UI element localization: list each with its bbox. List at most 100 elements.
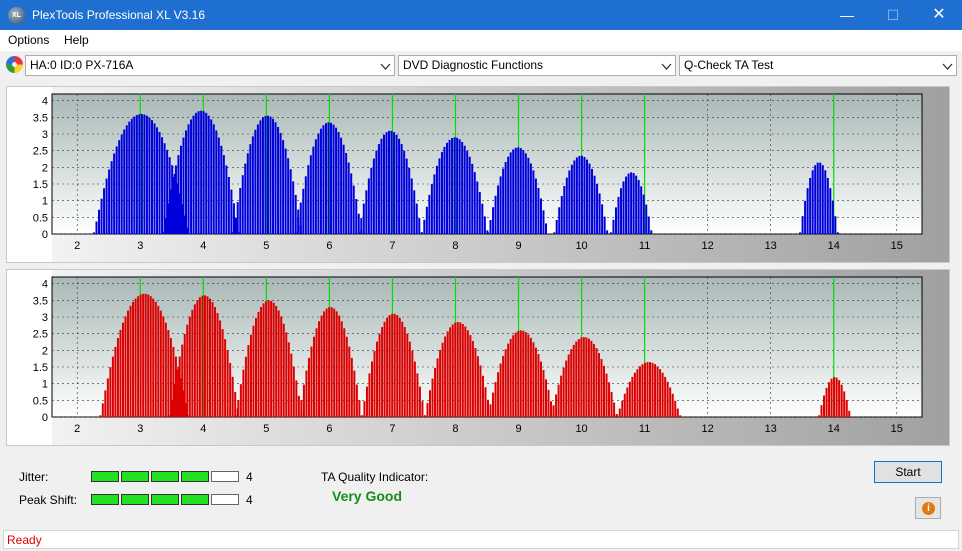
histogram-bar [205, 112, 208, 234]
histogram-bar [451, 138, 454, 234]
histogram-bar [319, 128, 322, 234]
histogram-bar [441, 342, 444, 417]
start-button[interactable]: Start [874, 461, 942, 483]
minimize-button[interactable]: — [840, 7, 854, 23]
histogram-bar [150, 120, 153, 234]
x-tick-label: 14 [828, 423, 840, 435]
histogram-bar [252, 325, 255, 417]
y-tick-label: 2.5 [33, 329, 48, 341]
histogram-bar [403, 150, 406, 234]
histogram-bar [603, 216, 606, 234]
function-select[interactable]: DVD Diagnostic Functions [398, 55, 676, 76]
menu-options[interactable]: Options [8, 33, 50, 47]
histogram-bar [563, 186, 566, 234]
test-select[interactable]: Q-Check TA Test [679, 55, 957, 76]
histogram-bar [393, 132, 396, 234]
histogram-bar [641, 364, 644, 417]
histogram-bar [371, 361, 373, 417]
histogram-bar [838, 380, 841, 417]
histogram-bar [390, 130, 393, 234]
drive-select[interactable]: HA:0 ID:0 PX-716A [25, 55, 395, 76]
jitter-meter [91, 471, 241, 482]
x-tick-label: 13 [765, 423, 777, 435]
ta-quality-value: Very Good [332, 488, 403, 504]
maximize-button[interactable]: ☐ [886, 7, 900, 23]
histogram-bar [553, 232, 556, 234]
menu-help[interactable]: Help [64, 33, 89, 47]
meter-segment [91, 471, 119, 482]
histogram-bar [230, 189, 233, 234]
histogram-bar [207, 115, 210, 234]
histogram-bar [142, 293, 145, 417]
histogram-bar [562, 367, 565, 417]
histogram-bar [494, 381, 497, 417]
histogram-bar [481, 375, 484, 417]
histogram-bar [613, 402, 616, 417]
histogram-bar [372, 158, 375, 234]
histogram-bar [352, 185, 355, 234]
histogram-bar [565, 360, 568, 417]
histogram-bar [231, 232, 234, 234]
histogram-bar [169, 338, 172, 417]
histogram-bar [315, 328, 318, 417]
histogram-bar [123, 129, 126, 234]
histogram-bar [649, 362, 652, 417]
histogram-bar [135, 115, 138, 234]
drive-select-value: HA:0 ID:0 PX-716A [30, 58, 134, 72]
close-button[interactable]: ✕ [932, 6, 946, 23]
info-button[interactable]: i [915, 497, 941, 519]
histogram-bar [512, 149, 515, 234]
histogram-bar [522, 330, 525, 417]
histogram-bar [320, 315, 323, 417]
histogram-bar [162, 316, 165, 417]
histogram-bar [262, 303, 265, 417]
histogram-bar [848, 410, 851, 417]
histogram-bar [489, 220, 492, 234]
x-tick-label: 9 [515, 423, 521, 435]
histogram-bar [383, 321, 386, 417]
histogram-bar [405, 158, 408, 234]
histogram-bar [185, 130, 188, 234]
histogram-bar [823, 395, 826, 417]
histogram-bar [489, 404, 492, 417]
histogram-bar [575, 157, 578, 234]
histogram-bar [183, 215, 186, 234]
histogram-bar [820, 405, 823, 417]
histogram-bar [330, 122, 333, 234]
histogram-bar [345, 336, 348, 417]
histogram-bar [130, 118, 133, 234]
histogram-bar [386, 317, 389, 417]
histogram-bar [527, 157, 530, 234]
histogram-bar [125, 125, 128, 234]
histogram-bar [616, 415, 619, 417]
histogram-bar [388, 130, 391, 234]
histogram-bar [376, 341, 379, 417]
histogram-bar [114, 346, 117, 417]
histogram-bar [431, 378, 434, 417]
histogram-bar [133, 116, 136, 234]
pits-chart: 0 0.5 1 1.5 2 2.5 3 3.5 4 2 3 4 5 6 7 8 9 10 11 12 13 14 15 [7, 270, 949, 445]
y-tick-label: 1 [42, 379, 48, 391]
histogram-bar [403, 327, 406, 417]
histogram-bar [647, 216, 650, 234]
x-tick-label: 2 [74, 423, 80, 435]
histogram-bar [100, 198, 103, 234]
histogram-bar [134, 298, 137, 417]
histogram-bar [195, 112, 198, 234]
histogram-bar [623, 393, 626, 417]
histogram-bar [487, 399, 489, 417]
disc-icon [6, 56, 23, 73]
histogram-bar [826, 177, 829, 234]
histogram-bar [398, 138, 401, 234]
histogram-bar [313, 336, 315, 417]
histogram-bar [393, 313, 396, 417]
histogram-bar [509, 152, 512, 234]
histogram-bar [532, 170, 535, 234]
y-tick-label: 3.5 [33, 295, 48, 307]
histogram-bar [239, 384, 242, 417]
histogram-bar [355, 198, 358, 234]
histogram-bar [295, 380, 298, 417]
histogram-bar [302, 188, 305, 234]
histogram-bar [557, 384, 560, 417]
histogram-bar [181, 204, 184, 234]
